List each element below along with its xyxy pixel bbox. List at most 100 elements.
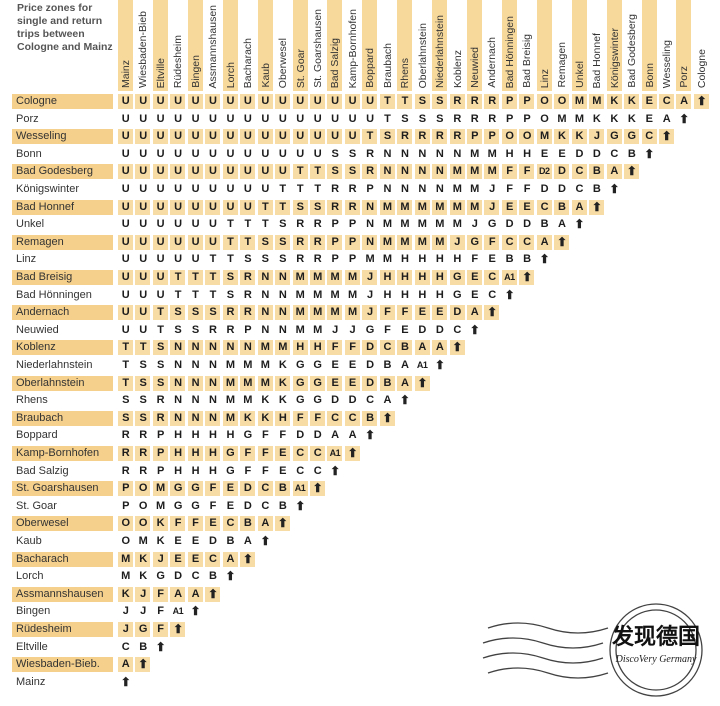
zone-cell: H <box>432 270 448 285</box>
zone-cell: U <box>240 94 256 109</box>
zone-cell: G <box>295 394 305 407</box>
zone-cell: N <box>366 218 374 231</box>
zone-cell: U <box>139 218 147 231</box>
zone-cell: G <box>156 570 165 583</box>
zone-cell: M <box>344 270 360 285</box>
zone-cell: F <box>519 164 535 180</box>
zone-cell: J <box>362 270 378 285</box>
zone-cell: F <box>257 446 273 461</box>
zone-cell: F <box>344 340 360 356</box>
zone-cell: T <box>157 323 164 336</box>
zone-cell: R <box>432 129 448 145</box>
zone-cell: N <box>278 323 287 336</box>
column-header: Wesseling <box>659 0 674 91</box>
zone-cell: U <box>327 129 343 145</box>
column-header-label: Bingen <box>189 55 202 88</box>
zone-cell: O <box>138 499 148 512</box>
zone-cell: H <box>418 288 426 301</box>
zone-cell: N <box>205 375 221 391</box>
zone-cell: S <box>401 112 409 125</box>
row-label: Bad Honnef <box>12 199 113 215</box>
zone-cell: R <box>467 94 482 109</box>
zone-cell: D <box>449 305 465 321</box>
table-row: Eltville C B ⬆ <box>0 639 720 657</box>
zone-cell: P <box>523 112 531 125</box>
table-row: Rüdesheim J G F ⬆ <box>0 621 720 639</box>
zone-cell: B <box>379 375 395 391</box>
zone-cell: N <box>397 164 413 180</box>
zone-cell: U <box>170 199 186 215</box>
zone-cell: T <box>257 199 273 215</box>
zone-cell: U <box>121 183 130 195</box>
arrow-up-icon: ⬆ <box>344 446 360 461</box>
zone-cell: B <box>554 199 570 215</box>
zone-cell: M <box>414 234 430 250</box>
zone-cell: U <box>121 323 130 336</box>
zone-cell: O <box>118 516 133 532</box>
zone-cell: U <box>118 234 133 250</box>
zone-cell: R <box>327 199 343 215</box>
zone-cell: S <box>139 359 147 371</box>
zone-cell: N <box>257 305 273 321</box>
column-header-label: Wiesbaden-Bieb <box>137 10 150 88</box>
zone-cell: U <box>261 183 269 195</box>
column-header-label: Bonn <box>643 63 656 88</box>
zone-cell: M <box>327 305 343 321</box>
zone-cell: R <box>470 112 479 125</box>
zone-cell: B <box>226 535 234 547</box>
zone-cell: S <box>222 270 238 285</box>
zone-cell: G <box>606 129 622 145</box>
zone-cell: R <box>488 112 496 125</box>
zone-cell: D <box>505 218 514 231</box>
arrow-up-icon: ⬆ <box>260 534 270 548</box>
stamp-wave-line <box>487 667 609 679</box>
column-header-label: Eltville <box>154 57 167 88</box>
zone-cell: N <box>187 410 203 426</box>
zone-cell: C <box>205 551 221 567</box>
zone-cell: O <box>135 516 151 532</box>
zone-cell: U <box>152 234 168 250</box>
zone-cell: U <box>187 199 203 215</box>
zone-cell: J <box>449 234 465 250</box>
zone-cell: B <box>592 183 601 195</box>
zone-cell: T <box>309 164 325 180</box>
zone-cell: G <box>173 499 183 512</box>
zone-cell: M <box>382 253 392 266</box>
zone-cell: B <box>383 359 392 371</box>
zone-cell: U <box>209 147 217 160</box>
zone-cell: M <box>156 499 165 512</box>
zone-cell: U <box>205 94 221 109</box>
zone-cell: F <box>244 464 252 477</box>
zone-cell: U <box>139 183 147 195</box>
watermark-stamp: 发现德国 DiscoVery Germany <box>482 603 703 697</box>
zone-cell: N <box>222 340 238 356</box>
table-row: Oberlahnstein T S S N N N M M M K G G E E D B A ⬆ <box>0 375 720 393</box>
zone-cell: D <box>296 429 304 442</box>
arrow-up-icon: ⬆ <box>225 569 235 584</box>
zone-cell: M <box>397 199 413 215</box>
zone-cell: U <box>135 164 151 180</box>
zone-cell: U <box>344 129 360 145</box>
table-row: Braubach S S R N N N M K K H F F C C B ⬆ <box>0 410 720 428</box>
zone-cell: C <box>366 394 374 407</box>
arrow-up-icon: ⬆ <box>205 586 221 602</box>
zone-cell: S <box>331 147 339 160</box>
zone-cell: H <box>170 446 186 461</box>
zone-cell: T <box>118 375 133 391</box>
row-label: Unkel <box>16 218 45 231</box>
column-header: Rhens <box>397 0 413 91</box>
zone-cell: S <box>135 410 151 426</box>
zone-cell: R <box>121 464 130 477</box>
zone-cell: D <box>554 164 570 180</box>
zone-cell: E <box>401 323 409 336</box>
row-label: Bingen <box>16 605 51 618</box>
table-row: Wesseling U U U U U U U U U U U U U U T S R R R R P P O O M K K J G G C… <box>0 128 720 146</box>
zone-cell: F <box>506 183 513 195</box>
zone-cell: U <box>309 129 325 145</box>
zone-cell: U <box>174 253 182 266</box>
zone-cell: A <box>414 340 430 356</box>
zone-cell: R <box>292 234 308 250</box>
zone-cell: H <box>209 464 217 477</box>
zone-cell: U <box>135 199 151 215</box>
arrow-up-icon: ⬆ <box>295 498 305 513</box>
